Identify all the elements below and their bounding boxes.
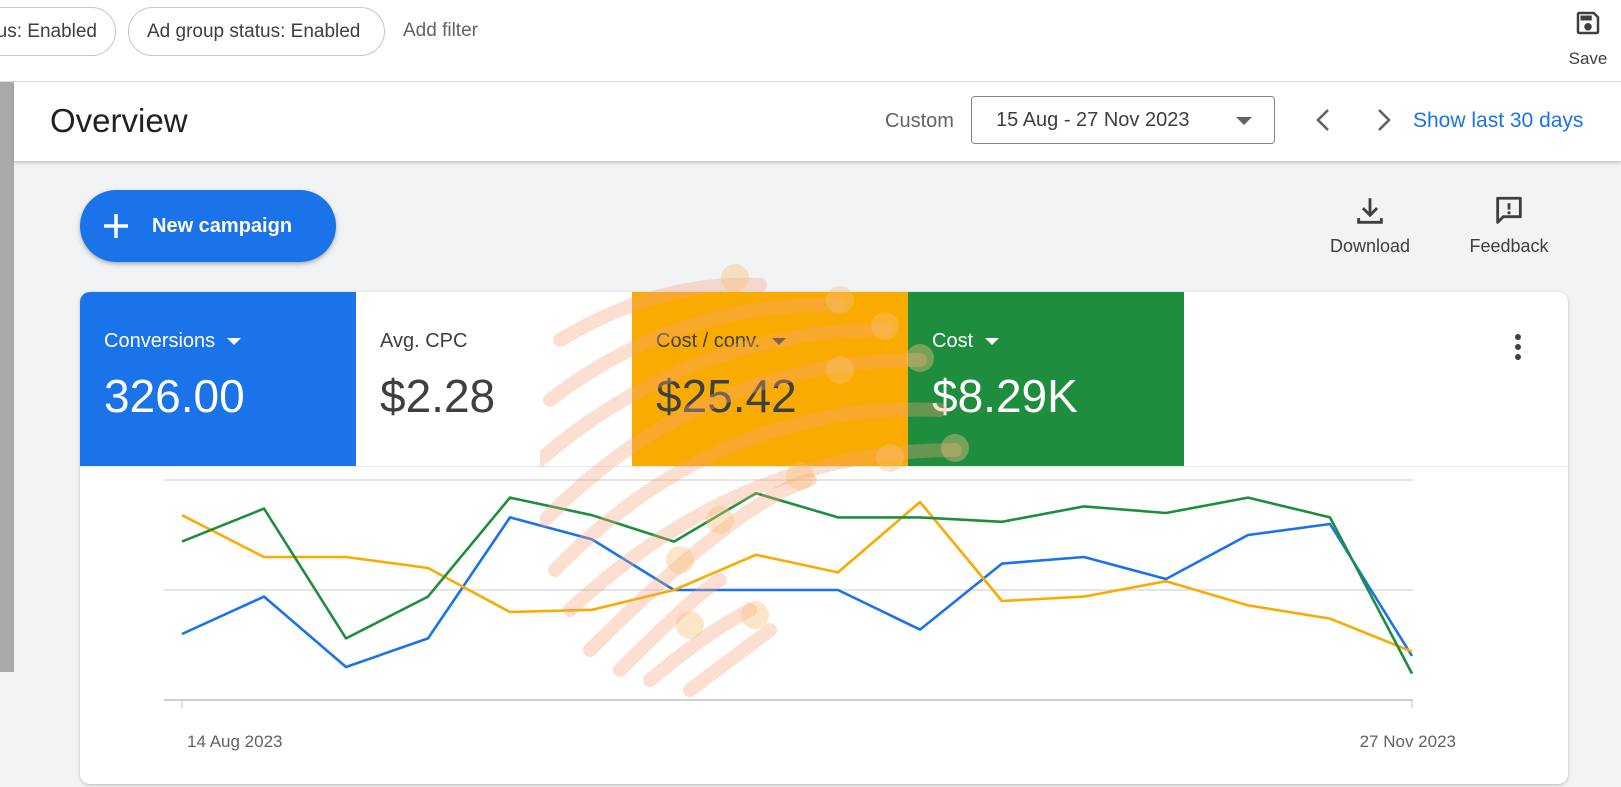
- series-line-1: [181, 516, 1414, 669]
- series-line-3: [181, 491, 1414, 675]
- date-range-select[interactable]: 15 Aug - 27 Nov 2023: [971, 96, 1275, 144]
- left-scrollbar[interactable]: [0, 82, 14, 672]
- page-title: Overview: [50, 102, 188, 139]
- metric-value: $2.28: [380, 370, 496, 422]
- chevron-right-icon: [1378, 109, 1391, 131]
- new-campaign-button[interactable]: New campaign: [80, 190, 336, 262]
- series-line-2: [181, 500, 1413, 653]
- show-last-30-days-link[interactable]: Show last 30 days: [1413, 109, 1584, 132]
- plus-icon: [104, 214, 128, 238]
- download-icon: [1357, 198, 1383, 224]
- x-tick-start: 14 Aug 2023: [187, 732, 282, 751]
- dropdown-arrow-icon[interactable]: [227, 338, 242, 345]
- chevron-left-icon: [1316, 109, 1329, 131]
- metric-label: Avg. CPC: [380, 330, 468, 352]
- line-chart: 14 Aug 2023 27 Nov 2023: [164, 479, 1456, 751]
- dropdown-arrow-icon[interactable]: [985, 338, 1000, 345]
- save-label: Save: [1568, 49, 1608, 68]
- feedback-icon: [1496, 196, 1522, 224]
- save-icon: [1576, 11, 1600, 35]
- add-filter-button[interactable]: Add filter: [403, 20, 478, 41]
- download-label: Download: [1329, 236, 1411, 256]
- feedback-button[interactable]: Feedback: [1461, 194, 1557, 257]
- date-range-value: 15 Aug - 27 Nov 2023: [996, 108, 1190, 131]
- metric-label: Cost: [932, 330, 974, 352]
- filter-chip-ad-group-status[interactable]: Ad group status: Enabled: [128, 7, 385, 56]
- new-campaign-label: New campaign: [152, 214, 293, 237]
- metric-value: 326.00: [104, 370, 245, 422]
- save-button[interactable]: Save: [1560, 8, 1616, 69]
- filter-bar: us: Enabled Ad group status: Enabled Add…: [0, 0, 1621, 82]
- metric-value: $25.42: [656, 370, 797, 422]
- next-period-button[interactable]: [1363, 100, 1403, 140]
- more-options-icon[interactable]: [1508, 332, 1528, 362]
- overview-header: Overview Custom 15 Aug - 27 Nov 2023 Sho…: [14, 82, 1621, 161]
- metric-tile-avg-cpc[interactable]: Avg. CPC $2.28: [356, 292, 632, 466]
- dropdown-arrow-icon[interactable]: [772, 338, 787, 345]
- metric-value: $8.29K: [932, 370, 1078, 422]
- filter-chip-status[interactable]: us: Enabled: [0, 7, 116, 56]
- x-tick-end: 27 Nov 2023: [1360, 732, 1456, 751]
- divider: [80, 466, 1568, 467]
- previous-period-button[interactable]: [1304, 100, 1344, 140]
- metric-tile-cost-per-conv[interactable]: Cost / conv. $25.42: [632, 292, 908, 466]
- metric-label: Cost / conv.: [656, 330, 761, 352]
- feedback-label: Feedback: [1469, 236, 1549, 256]
- caret-down-icon: [1236, 117, 1252, 125]
- download-button[interactable]: Download: [1320, 194, 1420, 257]
- metric-label: Conversions: [104, 330, 216, 352]
- metric-tile-cost[interactable]: Cost $8.29K: [908, 292, 1184, 466]
- custom-label: Custom: [885, 110, 954, 132]
- performance-card: Conversions 326.00 Avg. CPC $2.28 Cost /…: [80, 292, 1568, 784]
- metric-tile-conversions[interactable]: Conversions 326.00: [80, 292, 356, 466]
